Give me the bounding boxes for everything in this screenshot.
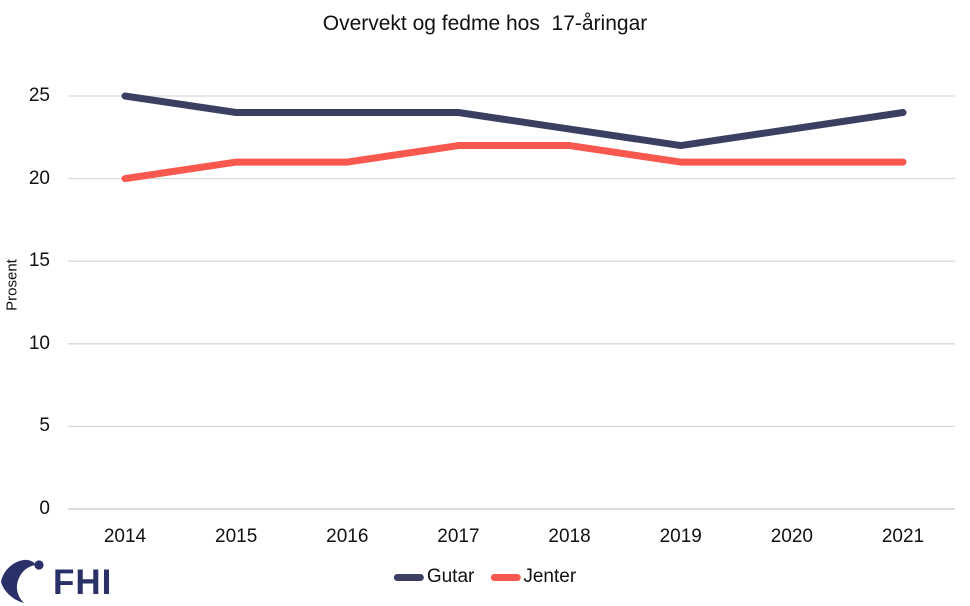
x-tick-label-2017: 2017 (437, 526, 480, 547)
x-tick-label-2016: 2016 (326, 526, 369, 547)
legend-label-gutar: Gutar (426, 566, 475, 587)
x-tick-label-2015: 2015 (215, 526, 258, 547)
x-tick-label-2014: 2014 (103, 526, 147, 547)
fhi-logo-text: FHI (53, 563, 113, 602)
legend-swatch-gutar (393, 573, 424, 581)
y-tick-label-0: 0 (39, 498, 50, 519)
x-tick-label-2019: 2019 (659, 526, 702, 547)
legend-item-gutar: Gutar (393, 566, 475, 588)
chart-title: Overvekt og fedme hos 17-åringar (322, 12, 648, 35)
x-tick-label-2020: 2020 (770, 526, 813, 547)
y-tick-label-10: 10 (28, 332, 50, 354)
series-line-jenter (121, 142, 907, 183)
y-tick-label-5: 5 (39, 415, 50, 437)
y-tick-label-20: 20 (28, 167, 50, 189)
legend-item-jenter: Jenter (490, 566, 576, 588)
legend: Gutar Jenter (393, 566, 576, 588)
y-tick-label-15: 15 (28, 250, 50, 272)
y-tick-label-25: 25 (28, 85, 50, 106)
legend-swatch-jenter (490, 573, 521, 581)
fhi-logo-mark (1, 559, 44, 603)
x-tick-label-2018: 2018 (548, 526, 591, 547)
series-line-gutar (121, 92, 907, 150)
fhi-logo: FHI (0, 554, 112, 606)
legend-label-jenter: Jenter (523, 566, 577, 587)
x-tick-label-2021: 2021 (881, 526, 925, 547)
